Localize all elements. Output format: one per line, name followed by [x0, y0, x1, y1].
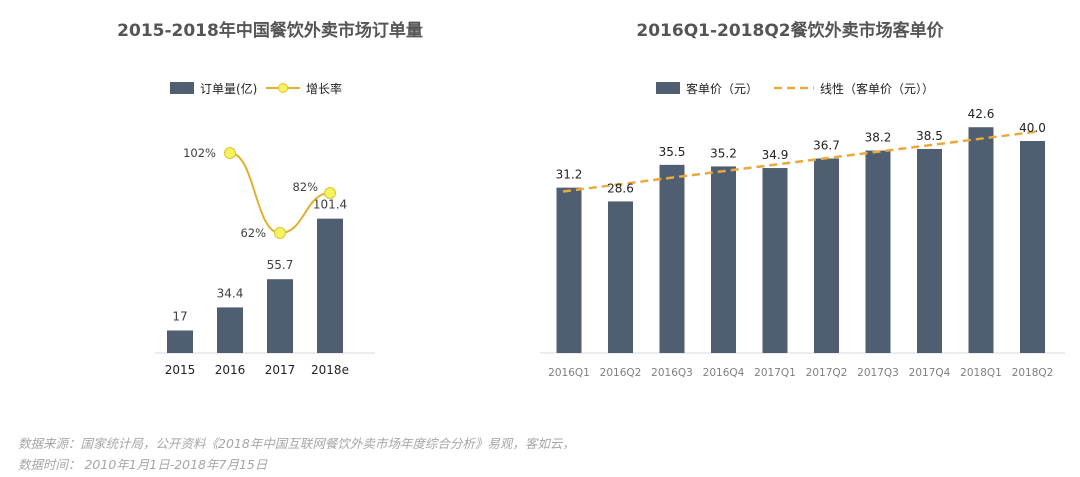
x-tick-2018Q1: 2018Q1 — [960, 367, 1002, 379]
x-tick-2016Q3: 2016Q3 — [651, 367, 693, 379]
order-bar-2017 — [267, 279, 293, 353]
x-tick-2017Q3: 2017Q3 — [857, 367, 899, 379]
x-tick-2018e: 2018e — [311, 363, 349, 377]
price-bar-2016Q1 — [556, 187, 582, 353]
order-value-label-2018e: 101.4 — [313, 198, 347, 212]
x-tick-2016: 2016 — [215, 363, 246, 377]
left-chart-title: 2015-2018年中国餐饮外卖市场订单量 — [117, 21, 423, 41]
price-value-label-2016Q2: 28.6 — [607, 181, 634, 195]
price-bar-2017Q3 — [865, 150, 891, 353]
price-bar-2018Q2 — [1020, 141, 1045, 353]
x-tick-2015: 2015 — [165, 363, 196, 377]
x-tick-2017Q1: 2017Q1 — [754, 367, 796, 379]
price-bar-2016Q2 — [608, 201, 633, 353]
order-value-label-2016: 34.4 — [217, 286, 244, 300]
price-value-label-2018Q1: 42.6 — [968, 107, 995, 121]
legend-swatch-orders — [170, 82, 194, 94]
source-line-2: 数据时间： 2010年1月1日-2018年7月15日 — [18, 457, 268, 472]
price-bar-2016Q4 — [711, 166, 736, 353]
legend-marker-growth — [278, 83, 288, 93]
order-bar-2018e — [317, 218, 343, 353]
price-bar-2018Q1 — [968, 127, 994, 353]
x-tick-2018Q2: 2018Q2 — [1012, 367, 1054, 379]
legend-label-price: 客单价（元） — [686, 81, 758, 96]
right-chart-title: 2016Q1-2018Q2餐饮外卖市场客单价 — [636, 21, 944, 41]
price-value-label-2017Q3: 38.2 — [865, 131, 892, 145]
order-bar-2016 — [217, 307, 243, 353]
price-bar-2016Q3 — [659, 164, 685, 353]
x-tick-2017Q4: 2017Q4 — [909, 367, 951, 379]
price-value-label-2016Q1: 31.2 — [556, 168, 583, 182]
growth-point-2017 — [274, 227, 286, 239]
legend-label-growth: 增长率 — [306, 81, 342, 96]
order-value-label-2017: 55.7 — [267, 258, 294, 272]
growth-label-2017: 62% — [240, 226, 266, 240]
legend-label-trend: 线性（客单价（元）） — [820, 81, 934, 96]
left-legend: 订单量(亿) 增长率 — [170, 81, 342, 96]
price-value-label-2017Q1: 34.9 — [762, 148, 789, 162]
x-tick-2016Q2: 2016Q2 — [600, 367, 642, 379]
growth-point-2016 — [224, 147, 236, 159]
order-value-label-2015: 17 — [172, 309, 187, 323]
source-line-1: 数据来源：国家统计局，公开资料《2018年中国互联网餐饮外卖市场年度综合分析》易… — [18, 436, 575, 451]
x-tick-2016Q1: 2016Q1 — [548, 367, 590, 379]
x-tick-2016Q4: 2016Q4 — [703, 367, 745, 379]
x-tick-2017: 2017 — [265, 363, 296, 377]
price-bar-2017Q4 — [917, 148, 942, 353]
legend-swatch-price — [656, 82, 680, 94]
trend-line — [562, 129, 1041, 193]
growth-point-2018e — [324, 187, 336, 199]
price-value-label-2016Q3: 35.5 — [659, 145, 686, 159]
price-bar-2017Q2 — [814, 158, 839, 353]
price-value-label-2017Q4: 38.5 — [916, 129, 943, 143]
growth-label-2016: 102% — [183, 146, 216, 160]
order-bar-2015 — [167, 330, 193, 353]
price-value-label-2017Q2: 36.7 — [813, 138, 840, 152]
price-value-label-2016Q4: 35.2 — [710, 146, 737, 160]
price-value-label-2018Q2: 40.0 — [1019, 121, 1046, 135]
growth-label-2018e: 82% — [292, 180, 318, 194]
legend-label-orders: 订单量(亿) — [200, 81, 257, 96]
price-bar-2017Q1 — [762, 168, 788, 353]
x-tick-2017Q2: 2017Q2 — [806, 367, 848, 379]
right-legend: 客单价（元） 线性（客单价（元）） — [656, 81, 934, 96]
